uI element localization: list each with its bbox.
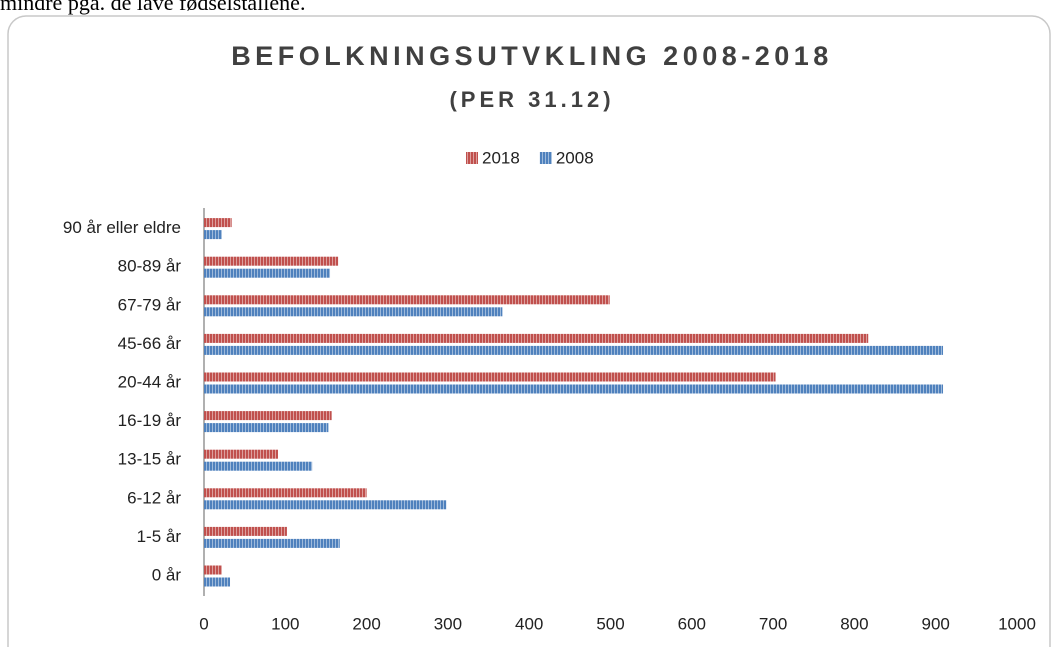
legend: 2018 2008 [466,148,594,167]
bar [204,449,278,459]
x-tick-label: 700 [759,614,787,633]
y-tick-label: 16-19 år [118,411,182,430]
x-tick-label: 400 [515,614,543,633]
x-tick-label: 500 [596,614,624,633]
bar [204,577,231,587]
x-tick-label: 200 [352,614,380,633]
bar [204,307,503,317]
y-tick-label: 67-79 år [118,295,182,314]
bar [204,268,331,278]
x-tick-label: 900 [922,614,950,633]
bar [204,295,610,305]
x-tick-label: 1000 [998,614,1036,633]
y-tick-label: 90 år eller eldre [63,218,181,237]
legend-swatch [466,152,478,164]
y-tick-label: 13-15 år [118,450,182,469]
bar [204,488,367,498]
bar [204,256,339,266]
y-tick-label: 20-44 år [118,372,182,391]
y-tick-label: 1-5 år [137,527,182,546]
bar [204,500,447,510]
y-tick-label: 45-66 år [118,334,182,353]
chart-subtitle: (PER 31.12) [449,87,614,112]
x-tick-label: 600 [678,614,706,633]
bar [204,538,340,548]
x-tick-label: 300 [434,614,462,633]
bar [204,384,944,394]
x-tick-label: 100 [271,614,299,633]
y-tick-label: 0 år [152,565,182,584]
y-tick-label: 80-89 år [118,257,182,276]
bar [204,218,232,228]
bar [204,230,222,240]
legend-label: 2018 [482,148,520,167]
bar [204,411,332,421]
x-tick-label: 0 [199,614,208,633]
legend-label: 2008 [556,148,594,167]
body-text: mindre pga. de lave fødselstallene. [0,0,305,15]
chart-title: BEFOLKNINGSUTVKLING 2008-2018 [231,41,833,71]
bar [204,333,869,343]
legend-swatch [539,152,552,164]
bar [204,461,313,471]
bar [204,565,222,575]
bar [204,423,329,433]
bar [204,526,287,536]
x-tick-label: 800 [840,614,868,633]
bar [204,372,776,382]
bar [204,345,944,355]
y-tick-label: 6-12 år [127,488,181,507]
